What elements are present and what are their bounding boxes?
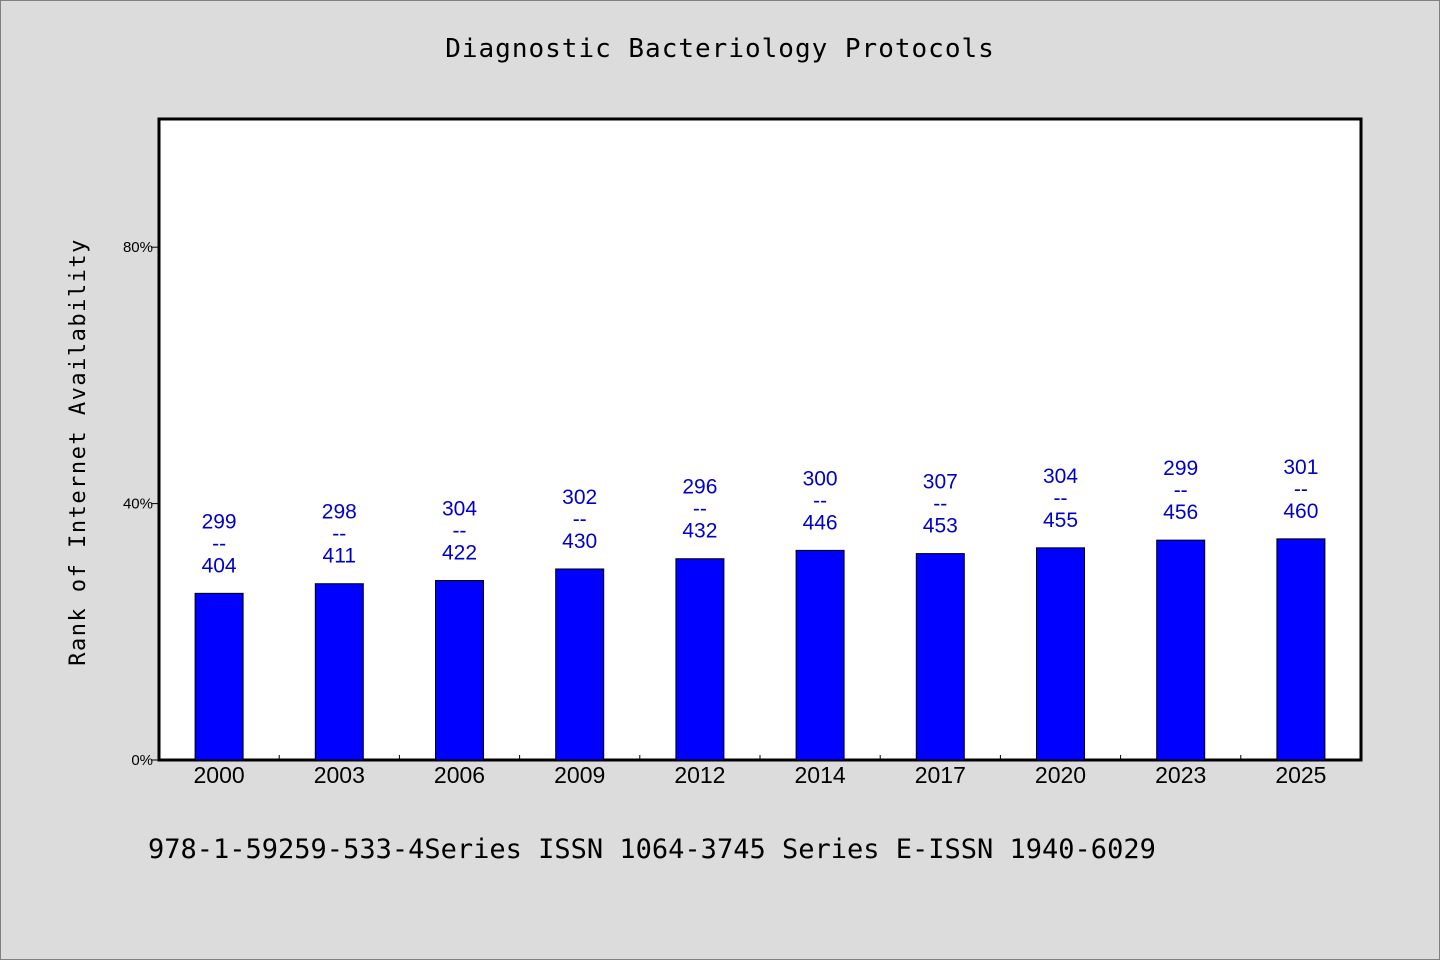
bar-data-label: 456 xyxy=(1163,501,1198,524)
bar-data-label: 301 xyxy=(1283,456,1318,479)
bar-labels-group: 299--404298--411304--422302--430296--432… xyxy=(202,456,1319,577)
bar-data-label: 307 xyxy=(923,471,958,494)
bar-data-label: 446 xyxy=(803,511,838,534)
bar xyxy=(555,568,605,761)
bar xyxy=(1036,547,1085,761)
bar-data-label: -- xyxy=(693,498,707,521)
y-axis: 0% 40% 80% xyxy=(123,239,159,769)
bar-data-label: 300 xyxy=(803,467,838,490)
x-axis: 2000 2003 2006 2009 2012 2014 2017 2020 2023 2025 xyxy=(194,755,1326,788)
bar-data-label: 302 xyxy=(562,486,597,509)
bar-data-label: 299 xyxy=(202,510,237,533)
bar xyxy=(194,592,244,761)
x-tick-label: 2025 xyxy=(1275,762,1326,788)
x-tick-label: 2023 xyxy=(1155,762,1206,788)
y-tick-label: 0% xyxy=(131,752,153,769)
bar-data-label: 430 xyxy=(562,530,597,553)
bar-data-label: 298 xyxy=(322,501,357,524)
bar-data-label: 304 xyxy=(1043,465,1078,488)
bar-data-label: -- xyxy=(1294,478,1308,501)
footer-text: 978-1-59259-533-4Series ISSN 1064-3745 S… xyxy=(148,834,1156,865)
x-tick-label: 2006 xyxy=(434,762,485,788)
bar xyxy=(795,549,845,761)
bar-data-label: -- xyxy=(933,493,947,516)
y-axis-label: Rank of Internet Availability xyxy=(66,238,91,666)
y-tick-label: 80% xyxy=(123,239,153,256)
x-tick-label: 2003 xyxy=(314,762,365,788)
bar-data-label: 404 xyxy=(202,554,237,577)
bar-data-label: -- xyxy=(1054,487,1068,510)
bar-data-label: 296 xyxy=(682,476,717,499)
bar-data-label: 455 xyxy=(1043,509,1078,532)
bar-data-label: 299 xyxy=(1163,457,1198,480)
chart-title: Diagnostic Bacteriology Protocols xyxy=(445,34,995,64)
bar xyxy=(314,583,364,761)
bar xyxy=(435,580,484,761)
bar-data-label: 432 xyxy=(682,520,717,543)
bars-group xyxy=(194,538,1326,761)
bar-data-label: -- xyxy=(813,489,827,512)
x-tick-label: 2020 xyxy=(1035,762,1086,788)
x-tick-label: 2012 xyxy=(674,762,725,788)
bar-data-label: 460 xyxy=(1283,500,1318,523)
bar xyxy=(675,558,725,761)
bar-data-label: 411 xyxy=(323,545,356,568)
bar-data-label: -- xyxy=(453,520,467,543)
y-tick-label: 40% xyxy=(123,496,153,513)
bar-data-label: 453 xyxy=(923,515,958,538)
bar xyxy=(915,553,965,761)
bar xyxy=(1156,539,1206,761)
bar-data-label: -- xyxy=(573,508,587,531)
x-tick-label: 2000 xyxy=(194,762,245,788)
x-tick-label: 2009 xyxy=(554,762,605,788)
bar-data-label: -- xyxy=(212,532,226,555)
bar xyxy=(1276,538,1326,761)
bar-data-label: 422 xyxy=(442,542,477,565)
x-tick-label: 2014 xyxy=(795,762,846,788)
bar-data-label: -- xyxy=(332,523,346,546)
bar-data-label: 304 xyxy=(442,498,477,521)
bar-data-label: -- xyxy=(1174,479,1188,502)
x-tick-label: 2017 xyxy=(915,762,966,788)
